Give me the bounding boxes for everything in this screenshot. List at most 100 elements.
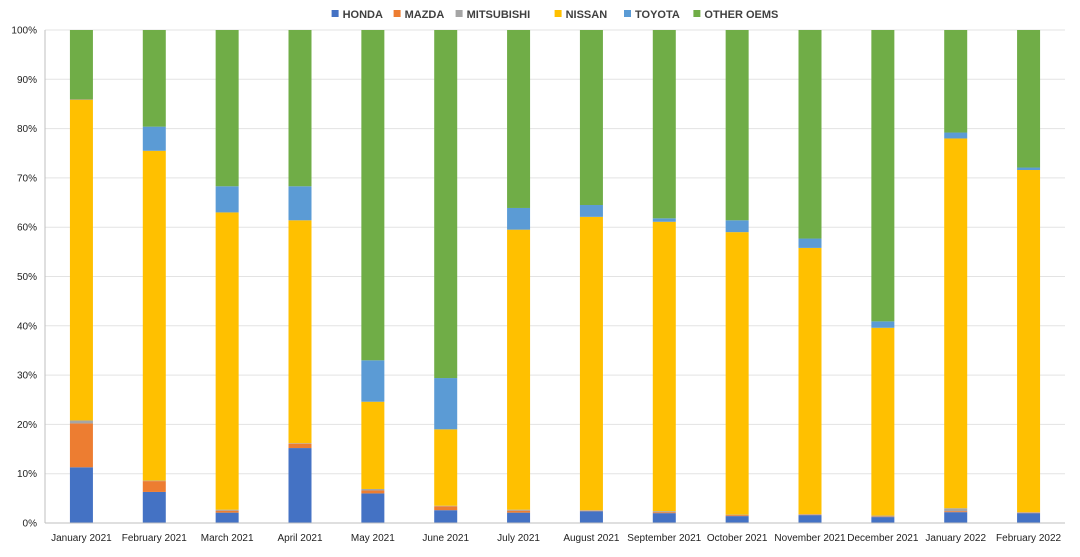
bar-segment xyxy=(142,491,166,523)
bar-segment xyxy=(69,99,93,421)
bar-segment xyxy=(798,515,822,523)
bar-segment xyxy=(725,516,749,523)
y-axis: 0% 10% 20% 30% 40% 50% 60% 70% 80% 90% 100% xyxy=(11,26,46,530)
bar-segment xyxy=(142,30,166,127)
bar-segment xyxy=(215,186,239,213)
y-tick-label: 0% xyxy=(23,519,38,530)
bar-segment xyxy=(507,512,531,523)
bar-segment xyxy=(725,30,749,221)
x-tick-label: August 2021 xyxy=(563,533,620,544)
y-tick-label: 60% xyxy=(17,223,37,234)
bar-segment xyxy=(652,30,676,219)
bar-segment xyxy=(215,212,239,510)
bar-segment xyxy=(579,30,603,206)
bar-segment xyxy=(215,510,239,513)
x-tick-label: September 2021 xyxy=(627,533,701,544)
bar-segment xyxy=(944,30,968,133)
bar-segment xyxy=(507,510,531,513)
bar-segment xyxy=(361,30,385,361)
legend-label: MITSUBISHI xyxy=(467,9,531,21)
bar-segment xyxy=(1017,513,1041,523)
bar-segment xyxy=(434,378,458,430)
legend-label: OTHER OEMS xyxy=(704,9,778,21)
x-tick-label: July 2021 xyxy=(497,533,540,544)
bar-segment xyxy=(215,509,239,511)
y-tick-label: 20% xyxy=(17,420,37,431)
legend-swatch xyxy=(331,10,339,17)
bar-segment xyxy=(361,488,385,491)
bar-segment xyxy=(652,511,676,513)
bar-segment xyxy=(507,229,531,510)
bar-segment xyxy=(1017,170,1041,513)
y-tick-label: 10% xyxy=(17,469,37,480)
legend-label: NISSAN xyxy=(566,9,608,21)
bar-segment xyxy=(871,517,895,523)
bar-segment xyxy=(871,321,895,328)
x-tick-label: January 2021 xyxy=(51,533,112,544)
bar-segment xyxy=(725,232,749,515)
bar-segment xyxy=(871,327,895,516)
bar-segment xyxy=(652,513,676,523)
bar-segment xyxy=(871,515,895,517)
bar-segment xyxy=(69,423,93,468)
x-axis: January 2021 February 2021 March 2021 April… xyxy=(45,522,1065,544)
bar-segment xyxy=(507,509,531,511)
bar-segment xyxy=(507,30,531,208)
bar-segment xyxy=(725,220,749,233)
bar-segment xyxy=(288,186,312,221)
bar-segment xyxy=(944,508,968,512)
bar-segment xyxy=(288,443,312,449)
legend-swatch xyxy=(455,10,463,17)
bar-segment xyxy=(288,220,312,444)
bar-segment xyxy=(69,30,93,100)
bar-segment xyxy=(288,30,312,187)
bar-segment xyxy=(361,401,385,489)
legend-swatch xyxy=(393,10,401,17)
bar-segment xyxy=(652,512,676,514)
bar-segment xyxy=(798,247,822,515)
y-tick-label: 50% xyxy=(17,272,37,283)
bar-segment xyxy=(1017,167,1041,171)
y-tick-label: 30% xyxy=(17,371,37,382)
legend-swatch xyxy=(554,10,562,17)
bar-segment xyxy=(1017,30,1041,168)
bar-segment xyxy=(579,205,603,217)
x-tick-label: June 2021 xyxy=(422,533,469,544)
bar-segment xyxy=(579,511,603,523)
legend: HONDA MAZDA MITSUBISHI NISSAN TOYOTA OTHER OE… xyxy=(331,9,778,21)
bar-segment xyxy=(434,510,458,523)
bar-segment xyxy=(434,429,458,506)
bars xyxy=(69,30,1041,523)
bar-segment xyxy=(434,30,458,379)
bar-segment xyxy=(361,360,385,402)
bar-segment xyxy=(725,515,749,517)
bar-segment xyxy=(361,490,385,494)
bar-segment xyxy=(142,481,166,492)
x-tick-label: April 2021 xyxy=(277,533,322,544)
bar-segment xyxy=(944,132,968,139)
bar-segment xyxy=(142,150,166,481)
bar-segment xyxy=(579,216,603,511)
bar-segment xyxy=(434,506,458,511)
bar-segment xyxy=(215,512,239,523)
y-tick-label: 80% xyxy=(17,124,37,135)
bar-segment xyxy=(944,138,968,509)
legend-label: TOYOTA xyxy=(635,9,680,21)
bar-segment xyxy=(69,467,93,523)
x-tick-label: January 2022 xyxy=(925,533,986,544)
bar-segment xyxy=(798,30,822,239)
x-tick-label: February 2022 xyxy=(996,533,1061,544)
y-tick-label: 40% xyxy=(17,321,37,332)
x-tick-label: February 2021 xyxy=(122,533,187,544)
bar-segment xyxy=(69,420,93,424)
y-tick-label: 70% xyxy=(17,173,37,184)
y-tick-label: 90% xyxy=(17,75,37,86)
x-tick-label: December 2021 xyxy=(847,533,919,544)
legend-label: HONDA xyxy=(343,9,383,21)
bar-segment xyxy=(798,238,822,248)
x-tick-label: November 2021 xyxy=(774,533,846,544)
bar-segment xyxy=(944,512,968,523)
bar-segment xyxy=(652,221,676,512)
x-tick-label: October 2021 xyxy=(707,533,768,544)
